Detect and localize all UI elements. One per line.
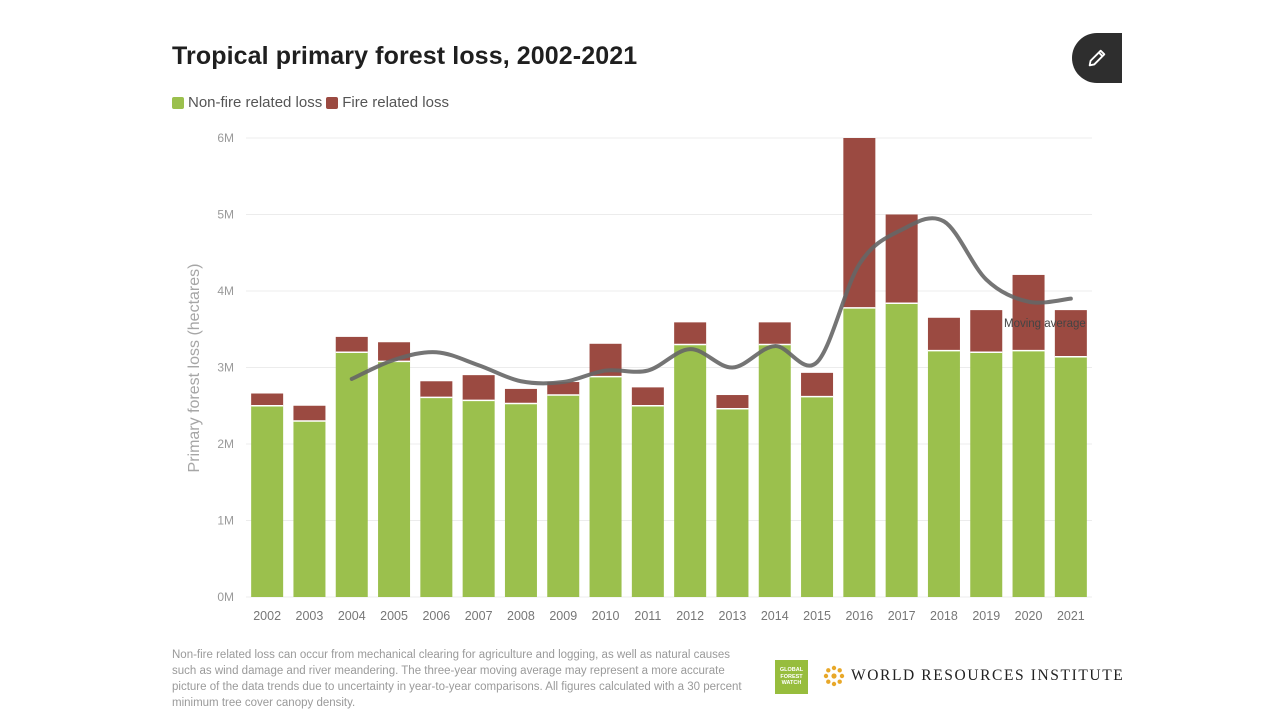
bar-fire	[504, 388, 537, 404]
bar-fire	[716, 395, 749, 409]
bar-non-fire	[1012, 350, 1045, 597]
chart-legend: Non-fire related loss Fire related loss	[172, 94, 453, 111]
bar-non-fire	[885, 303, 918, 597]
x-tick-label: 2007	[465, 609, 493, 623]
moving-average-label: Moving average	[1004, 318, 1086, 330]
legend-label-fire: Fire related loss	[342, 94, 449, 111]
y-tick-label: 5M	[217, 208, 234, 222]
moving-average-line	[349, 216, 1073, 386]
bar-fire	[335, 336, 368, 353]
x-tick-label: 2015	[803, 609, 831, 623]
world-resources-institute-logo: WORLD RESOURCES INSTITUTE	[823, 665, 1124, 687]
bar-fire	[801, 372, 834, 397]
x-tick-label: 2005	[380, 609, 408, 623]
x-tick-label: 2013	[719, 609, 747, 623]
legend-item-fire[interactable]: Fire related loss	[326, 94, 449, 111]
y-tick-label: 2M	[217, 437, 234, 451]
bar-fire	[1012, 274, 1045, 351]
bar-fire	[758, 322, 791, 345]
x-tick-label: 2021	[1057, 609, 1085, 623]
x-tick-label: 2008	[507, 609, 535, 623]
gfw-logo-line: FOREST	[780, 673, 803, 680]
bar-fire	[1054, 310, 1087, 357]
bar-non-fire	[420, 397, 453, 597]
bar-non-fire	[843, 307, 876, 597]
x-axis-ticks: 2002 2003 2004 2005 2006 2007 2008 2009 2010 2011…	[253, 609, 1085, 623]
pencil-icon	[1088, 49, 1106, 67]
gfw-logo-line: WATCH	[781, 680, 802, 687]
x-tick-label: 2003	[296, 609, 324, 623]
x-tick-label: 2004	[338, 609, 366, 623]
legend-swatch-non-fire	[172, 96, 184, 109]
forest-loss-chart: 0M 1M 2M 3M 4M 5M 6M Primary forest loss (hect…	[186, 131, 1092, 623]
x-tick-label: 2011	[634, 609, 661, 623]
bars	[251, 138, 1087, 597]
chart-title: Tropical primary forest loss, 2002-2021	[172, 42, 638, 70]
y-axis-label: Primary forest loss (hectares)	[186, 264, 203, 473]
bar-non-fire	[335, 352, 368, 597]
wri-logo-text: WORLD RESOURCES INSTITUTE	[851, 667, 1125, 684]
bar-non-fire	[631, 405, 664, 597]
bar-non-fire	[547, 395, 580, 597]
x-tick-label: 2012	[676, 609, 704, 623]
bar-non-fire	[927, 350, 960, 597]
x-tick-label: 2018	[930, 609, 958, 623]
bar-non-fire	[1054, 356, 1087, 597]
legend-item-non-fire[interactable]: Non-fire related loss	[172, 94, 322, 111]
bar-non-fire	[801, 396, 834, 597]
y-tick-label: 4M	[217, 284, 234, 298]
bar-non-fire	[462, 400, 495, 597]
x-tick-label: 2009	[549, 609, 577, 623]
bar-non-fire	[970, 352, 1003, 597]
x-tick-label: 2014	[761, 609, 789, 623]
x-tick-label: 2019	[972, 609, 1000, 623]
bar-fire	[462, 375, 495, 401]
bar-non-fire	[293, 421, 326, 597]
x-tick-label: 2006	[422, 609, 450, 623]
y-axis-ticks: 0M 1M 2M 3M 4M 5M 6M	[217, 131, 234, 604]
bar-non-fire	[504, 403, 537, 597]
bar-fire	[927, 317, 960, 351]
wri-star-icon	[823, 665, 845, 687]
bar-fire	[293, 405, 326, 422]
x-tick-label: 2017	[888, 609, 916, 623]
bar-fire	[843, 138, 876, 308]
bar-non-fire	[758, 344, 791, 597]
global-forest-watch-logo: GLOBAL FOREST WATCH	[775, 660, 808, 694]
gfw-logo-line: GLOBAL	[779, 667, 804, 674]
bar-fire	[420, 381, 453, 398]
bar-non-fire	[589, 376, 622, 597]
bar-fire	[251, 393, 284, 406]
x-tick-label: 2002	[253, 609, 281, 623]
bar-fire	[970, 310, 1003, 353]
footnote: Non-fire related loss can occur from mec…	[172, 649, 742, 709]
bar-fire	[547, 382, 580, 396]
legend-label-non-fire: Non-fire related loss	[188, 94, 323, 111]
legend-swatch-fire	[326, 96, 339, 109]
x-tick-label: 2010	[592, 609, 620, 623]
y-tick-label: 6M	[217, 131, 234, 145]
bar-non-fire	[716, 408, 749, 597]
y-tick-label: 0M	[217, 590, 234, 604]
bar-non-fire	[251, 405, 284, 597]
bar-non-fire	[674, 344, 707, 597]
x-tick-label: 2016	[845, 609, 873, 623]
y-tick-label: 3M	[217, 361, 234, 375]
bar-fire	[674, 322, 707, 345]
edit-button[interactable]	[1072, 33, 1122, 83]
x-tick-label: 2020	[1015, 609, 1043, 623]
y-tick-label: 1M	[217, 514, 234, 528]
bar-fire	[631, 387, 664, 406]
bar-non-fire	[378, 361, 411, 597]
